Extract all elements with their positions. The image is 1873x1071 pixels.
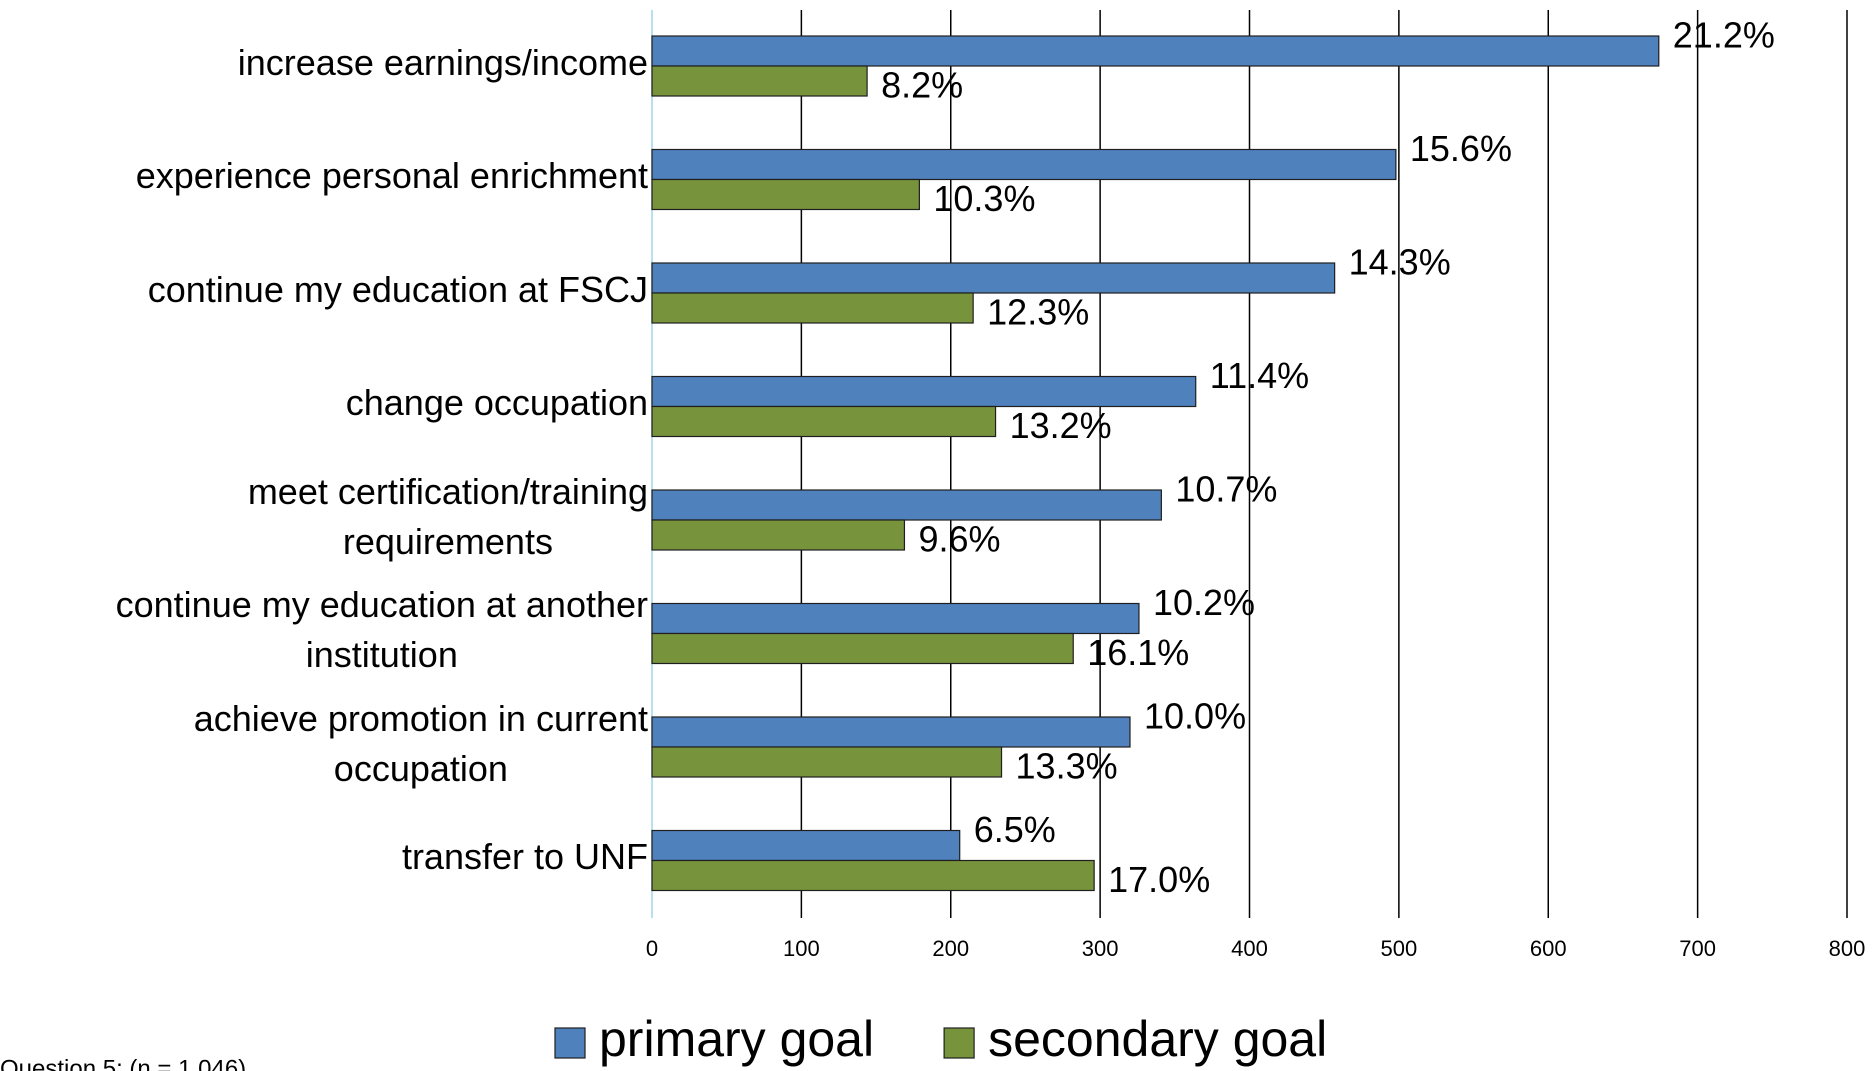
legend-label: secondary goal [988, 1011, 1327, 1067]
x-tick-label: 200 [932, 936, 969, 961]
data-label: 10.3% [933, 178, 1035, 219]
category-text: meet certification/training requirements [247, 470, 648, 562]
data-label: 15.6% [1410, 128, 1512, 169]
bar [651, 35, 1660, 67]
bar [651, 829, 961, 862]
x-tick-label: 700 [1679, 936, 1716, 961]
data-label: 8.2% [881, 65, 963, 106]
bar [651, 602, 1140, 635]
footnote: Question 5: (n = 1,046) [0, 1055, 246, 1071]
x-tick-label: 500 [1381, 936, 1418, 961]
x-tick-label: 300 [1082, 936, 1119, 961]
bar [651, 178, 920, 211]
data-label: 21.2% [1673, 15, 1775, 56]
bar [651, 859, 1095, 892]
data-label: 6.5% [974, 809, 1056, 850]
bar [651, 405, 997, 438]
bar [651, 65, 868, 97]
bar [651, 716, 1131, 748]
data-label: 11.4% [1210, 355, 1309, 396]
data-label: 16.1% [1087, 632, 1189, 673]
category-label: experience personal enrichment [8, 151, 648, 201]
bar [651, 519, 906, 551]
x-tick-label: 600 [1530, 936, 1567, 961]
data-label: 14.3% [1349, 242, 1451, 283]
data-label: 10.7% [1175, 469, 1277, 510]
x-tick-label: 400 [1231, 936, 1268, 961]
category-label: continue my education at FSCJ [8, 265, 648, 315]
category-label: transfer to UNF [8, 832, 648, 882]
bar [651, 148, 1397, 181]
category-label: continue my education at another institu… [8, 580, 648, 680]
category-text: continue my education at another institu… [115, 584, 648, 676]
bar [651, 746, 1003, 778]
category-label: meet certification/training requirements [8, 467, 648, 567]
category-text: experience personal enrichment [135, 155, 648, 197]
bar [651, 292, 974, 324]
category-text: achieve promotion in current occupation [193, 697, 648, 789]
category-label: increase earnings/income [8, 38, 648, 88]
legend-swatch [554, 1027, 586, 1059]
bar [651, 489, 1162, 521]
category-label: achieve promotion in current occupation [8, 694, 648, 794]
x-tick-label: 800 [1829, 936, 1866, 961]
category-text: change occupation [345, 382, 648, 424]
data-label: 9.6% [918, 519, 1000, 560]
category-text: continue my education at FSCJ [147, 268, 648, 310]
bar [651, 375, 1197, 408]
x-tick-label: 100 [783, 936, 820, 961]
data-label: 10.2% [1153, 582, 1255, 623]
bar [651, 262, 1336, 294]
x-tick-label: 0 [646, 936, 658, 961]
data-label: 12.3% [987, 292, 1089, 333]
category-label: change occupation [8, 378, 648, 428]
category-text: increase earnings/income [237, 41, 648, 83]
legend-label: primary goal [599, 1011, 874, 1067]
data-label: 10.0% [1144, 696, 1246, 737]
data-label: 13.3% [1016, 746, 1118, 787]
data-label: 13.2% [1010, 405, 1112, 446]
data-label: 17.0% [1108, 859, 1210, 900]
bar [651, 632, 1074, 665]
legend-swatch [943, 1027, 975, 1059]
category-text: transfer to UNF [401, 836, 648, 878]
